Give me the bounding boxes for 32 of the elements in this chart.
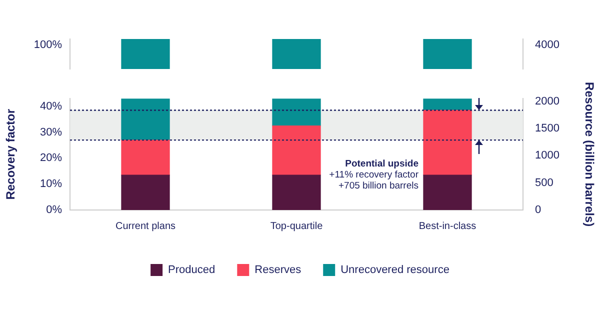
bar bbox=[423, 110, 472, 176]
y2-tick-label: 2000 bbox=[535, 95, 560, 108]
y-tick-label: 40% bbox=[40, 100, 62, 112]
text: 100% bbox=[34, 39, 62, 52]
y-tick-label: 20% bbox=[40, 152, 62, 164]
bar bbox=[423, 174, 472, 210]
y2-axis-title: Resource (billion barrels) bbox=[582, 82, 596, 227]
y2-tick-label: 500 bbox=[535, 176, 554, 189]
y-tick-label: 30% bbox=[40, 126, 62, 138]
bar bbox=[121, 174, 170, 210]
text: 4000 bbox=[535, 39, 560, 52]
bar bbox=[272, 174, 321, 210]
x-tick-label: Top-quartile bbox=[270, 220, 324, 232]
y2-tick-label: 1000 bbox=[535, 150, 560, 162]
y-tick-label: 10% bbox=[40, 178, 62, 190]
y-tick-label: 0% bbox=[46, 204, 62, 216]
bar bbox=[121, 140, 170, 176]
y2-tick-label: 1500 bbox=[535, 122, 560, 135]
bar bbox=[423, 98, 472, 111]
x-tick-label: Best-in-class bbox=[418, 220, 476, 232]
y2-tick-label: 0 bbox=[535, 204, 542, 216]
x-tick-label: Current plans bbox=[115, 220, 176, 232]
y-axis-title: Recovery factor bbox=[4, 108, 18, 200]
annotation: Potential upside bbox=[345, 158, 418, 170]
annotation: +11% recovery factor bbox=[329, 170, 418, 181]
bar bbox=[121, 98, 170, 140]
legend-label: Produced bbox=[168, 264, 216, 276]
legend-label: Unrecovered resource bbox=[340, 264, 450, 276]
bar bbox=[272, 98, 321, 126]
annotation: +705 billion barrels bbox=[338, 180, 419, 192]
bar bbox=[272, 125, 321, 176]
legend-label: Reserves bbox=[254, 264, 302, 276]
